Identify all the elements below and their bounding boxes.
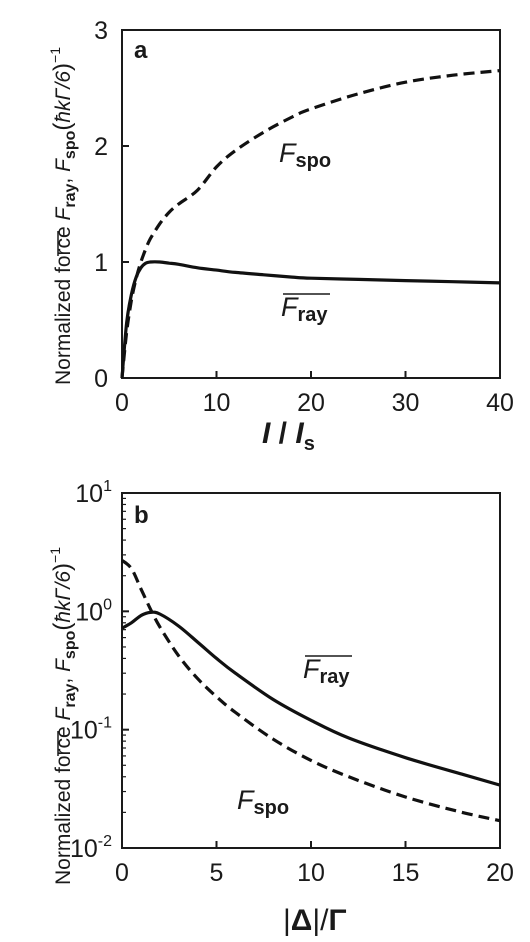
y-tick-label: 2 xyxy=(94,133,108,161)
y-tick-label: 100 xyxy=(75,596,112,626)
y-tick-label: 10-2 xyxy=(70,833,112,863)
y-tick-label: 0 xyxy=(94,365,108,393)
panel-a-letter: a xyxy=(134,37,148,64)
x-tick-label: 5 xyxy=(210,859,224,887)
panel-a: a 0 10 20 30 40 0 1 2 3 Normalized force Fray, F… xyxy=(47,17,514,455)
series-line-fray xyxy=(121,610,501,787)
x-tick-label: 0 xyxy=(115,389,129,417)
panel-a-ticks: 0 10 20 30 40 0 1 2 3 xyxy=(94,17,514,417)
y-tick-label: 10-1 xyxy=(70,715,112,745)
series-line-fray xyxy=(120,260,501,379)
panel-b: b 0 5 10 15 20 101 100 10-1 10-2 Normalized forc… xyxy=(47,478,514,937)
panel-a-series xyxy=(120,69,501,379)
y-tick-label: 101 xyxy=(75,478,112,508)
y-tick-label: 1 xyxy=(94,249,108,277)
x-tick-label: 30 xyxy=(392,389,420,417)
panel-a-label-fray: Fray xyxy=(281,292,328,326)
panel-b-ticks: 0 5 10 15 20 101 100 10-1 10-2 xyxy=(70,478,514,887)
panel-a-label-fspo: Fspo xyxy=(279,138,331,172)
x-tick-label: 10 xyxy=(297,859,325,887)
series-line-fspo xyxy=(120,69,501,379)
panel-b-series xyxy=(120,559,501,823)
x-tick-label: 15 xyxy=(392,859,420,887)
x-tick-label: 20 xyxy=(297,389,325,417)
x-tick-label: 40 xyxy=(486,389,514,417)
panel-a-xlabel: I / Is xyxy=(262,417,315,455)
panel-b-label-fray: Fray xyxy=(303,654,350,688)
panel-b-xlabel: |Δ|/Γ xyxy=(283,904,347,937)
series-line-fspo xyxy=(120,559,501,823)
x-tick-label: 10 xyxy=(203,389,231,417)
x-tick-label: 20 xyxy=(486,859,514,887)
panel-b-label-fspo: Fspo xyxy=(237,785,289,819)
y-tick-label: 3 xyxy=(94,17,108,45)
panel-b-ylabel: Normalized force Fray, Fspo(ħkΓ/6)−1 xyxy=(47,547,79,885)
x-tick-label: 0 xyxy=(115,859,129,887)
panel-a-ylabel: Normalized force Fray, Fspo(ħkΓ/6)−1 xyxy=(47,47,79,385)
panel-b-letter: b xyxy=(134,502,149,529)
